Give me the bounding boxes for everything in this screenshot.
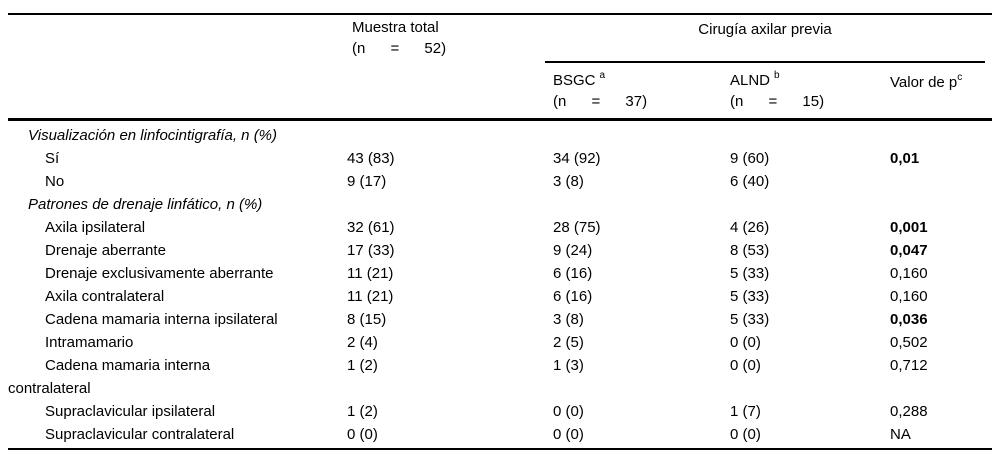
cell-total: 32 (61) [347, 219, 395, 236]
section-label: Patrones de drenaje linfático, n (%) [28, 196, 263, 213]
row-label: Axila ipsilateral [45, 219, 146, 236]
cell-bsgc: 6 (16) [553, 288, 593, 305]
cell-bsgc: 2 (5) [553, 334, 584, 351]
header-bsgc-label: BSGC [553, 72, 596, 89]
cell-p-value: 0,01 [890, 150, 920, 167]
cell-total: 1 (2) [347, 357, 378, 374]
header-p-value: Valor de pc [890, 72, 962, 93]
row-label: Supraclavicular contralateral [45, 426, 235, 443]
cell-p-value: 0,001 [890, 219, 928, 236]
cell-total: 0 (0) [347, 426, 378, 443]
cell-bsgc: 0 (0) [553, 426, 584, 443]
cell-p-value: 0,160 [890, 265, 928, 282]
row-label: Sí [45, 150, 60, 167]
table-section-row: Patrones de drenaje linfático, n (%) [8, 193, 992, 216]
cell-p-value: 0,047 [890, 242, 928, 259]
row-label: Cadena mamaria interna contralateral [8, 357, 211, 397]
cell-total: 1 (2) [347, 403, 378, 420]
footnote-marker-a: a [599, 70, 606, 81]
cell-bsgc: 6 (16) [553, 265, 593, 282]
cell-p-value: 0,712 [890, 357, 928, 374]
table-row: Cadena mamaria interna ipsilateral 8 (15… [8, 308, 992, 331]
table-row: Intramamario 2 (4) 2 (5) 0 (0) 0,502 [8, 331, 992, 354]
cell-bsgc: 0 (0) [553, 403, 584, 420]
cell-p-value: 0,036 [890, 311, 928, 328]
row-label: Axila contralateral [45, 288, 165, 305]
table-row: Cadena mamaria interna contralateral 1 (… [8, 354, 992, 400]
row-label: Supraclavicular ipsilateral [45, 403, 216, 420]
header-bottom-rule [8, 118, 992, 121]
cell-alnd: 5 (33) [730, 265, 770, 282]
cell-alnd: 0 (0) [730, 357, 761, 374]
cell-alnd: 0 (0) [730, 426, 761, 443]
header-p-label: Valor de p [890, 74, 958, 91]
cell-bsgc: 1 (3) [553, 357, 584, 374]
header-bsgc-title: BSGC a [553, 70, 647, 91]
table-top-rule [8, 13, 992, 15]
cell-total: 11 (21) [347, 265, 394, 282]
table-row: Sí 43 (83) 34 (92) 9 (60) 0,01 [8, 147, 992, 170]
header-group-title: Cirugía axilar previa [698, 21, 832, 38]
cell-total: 43 (83) [347, 150, 395, 167]
section-label: Visualización en linfocintigrafía, n (%) [28, 127, 278, 144]
table-row: No 9 (17) 3 (8) 6 (40) [8, 170, 992, 193]
table-row: Drenaje aberrante 17 (33) 9 (24) 8 (53) … [8, 239, 992, 262]
table-body: Visualización en linfocintigrafía, n (%)… [8, 124, 992, 446]
cell-bsgc: 3 (8) [553, 311, 584, 328]
group-underline-rule [545, 61, 985, 63]
footnote-marker-b: b [774, 70, 780, 81]
cell-alnd: 0 (0) [730, 334, 761, 351]
cell-total: 17 (33) [347, 242, 395, 259]
table-row: Drenaje exclusivamente aberrante 11 (21)… [8, 262, 992, 285]
cell-alnd: 5 (33) [730, 311, 770, 328]
row-label: Drenaje aberrante [45, 242, 166, 259]
cell-bsgc: 28 (75) [553, 219, 601, 236]
row-label: Intramamario [45, 334, 134, 351]
row-label: No [45, 173, 65, 190]
header-muestra-n: (n = 52) [352, 40, 447, 57]
row-label: Drenaje exclusivamente aberrante [45, 265, 274, 282]
cell-p-value: 0,288 [890, 403, 928, 420]
header-muestra-total: Muestra total (n = 52) [352, 17, 446, 59]
table-row: Axila contralateral 11 (21) 6 (16) 5 (33… [8, 285, 992, 308]
header-muestra-title: Muestra total [352, 19, 439, 36]
cell-bsgc: 9 (24) [553, 242, 593, 259]
header-alnd-n: (n = 15) [730, 93, 825, 110]
cell-p-value: 0,160 [890, 288, 928, 305]
header-alnd-title: ALND b [730, 70, 824, 91]
row-label: Cadena mamaria interna ipsilateral [45, 311, 278, 328]
cell-bsgc: 3 (8) [553, 173, 584, 190]
cell-alnd: 1 (7) [730, 403, 761, 420]
table-row: Supraclavicular ipsilateral 1 (2) 0 (0) … [8, 400, 992, 423]
cell-total: 11 (21) [347, 288, 394, 305]
cell-alnd: 9 (60) [730, 150, 770, 167]
cell-alnd: 6 (40) [730, 173, 770, 190]
header-bsgc-n: (n = 37) [553, 93, 648, 110]
table-section-row: Visualización en linfocintigrafía, n (%) [8, 124, 992, 147]
cell-alnd: 8 (53) [730, 242, 770, 259]
header-alnd-label: ALND [730, 72, 771, 89]
header-alnd: ALND b (n = 15) [730, 70, 824, 112]
table-row: Axila ipsilateral 32 (61) 28 (75) 4 (26)… [8, 216, 992, 239]
footnote-marker-c: c [957, 72, 963, 83]
cell-alnd: 4 (26) [730, 219, 770, 236]
cell-alnd: 5 (33) [730, 288, 770, 305]
cell-bsgc: 34 (92) [553, 150, 601, 167]
cell-total: 9 (17) [347, 173, 387, 190]
header-bsgc: BSGC a (n = 37) [553, 70, 647, 112]
table-row: Supraclavicular contralateral 0 (0) 0 (0… [8, 423, 992, 446]
cell-total: 2 (4) [347, 334, 378, 351]
cell-total: 8 (15) [347, 311, 387, 328]
table-bottom-rule [8, 448, 992, 450]
cell-p-value: NA [890, 426, 911, 443]
cell-p-value: 0,502 [890, 334, 928, 351]
